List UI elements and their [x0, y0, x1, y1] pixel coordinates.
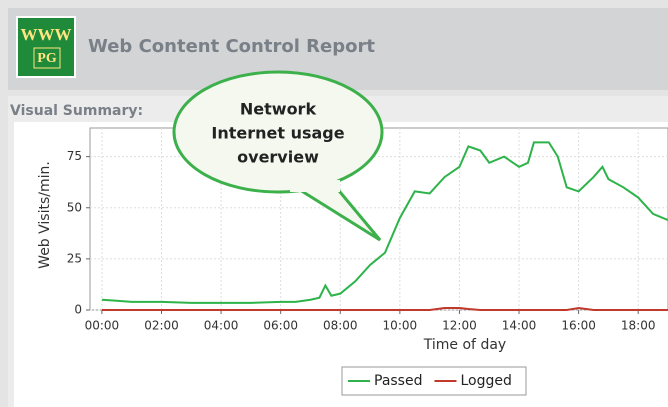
callout-text: Internet usage: [211, 124, 344, 143]
x-tick-label: 04:00: [204, 319, 239, 333]
y-tick-label: 25: [67, 251, 82, 265]
x-tick-label: 14:00: [502, 319, 537, 333]
callout: Network Internet usage overview: [172, 70, 384, 242]
callout-text: Network: [240, 100, 317, 119]
x-tick-label: 08:00: [323, 319, 358, 333]
x-tick-label: 10:00: [383, 319, 418, 333]
callout-join: [290, 180, 340, 192]
header-bar: [8, 8, 668, 90]
callout-text: overview: [237, 148, 319, 167]
x-axis-label: Time of day: [423, 337, 506, 353]
logo-top: WWW: [21, 25, 72, 44]
header-title: Web Content Control Report: [88, 36, 375, 57]
logo-bottom: PG: [37, 51, 57, 66]
logo-box: [33, 47, 61, 69]
legend: [341, 366, 527, 396]
x-tick-label: 18:00: [621, 319, 656, 333]
x-tick-label: 16:00: [561, 319, 596, 333]
legend-label: Logged: [460, 373, 511, 389]
callout-bubble: [172, 70, 384, 194]
y-axis-label: Web Visits/min.: [37, 161, 53, 269]
y-tick-label: 75: [67, 149, 82, 163]
x-tick-label: 02:00: [144, 319, 179, 333]
legend-label: Passed: [374, 373, 422, 389]
section-label: Visual Summary:: [10, 103, 143, 119]
x-tick-label: 06:00: [263, 319, 298, 333]
line-series: [101, 141, 668, 304]
line-series: [101, 306, 668, 311]
x-tick-label: 00:00: [85, 319, 120, 333]
y-tick-label: 50: [67, 200, 82, 214]
x-tick-label: 12:00: [442, 319, 477, 333]
y-tick-label: 0: [74, 303, 82, 317]
plot-area: [89, 127, 668, 311]
